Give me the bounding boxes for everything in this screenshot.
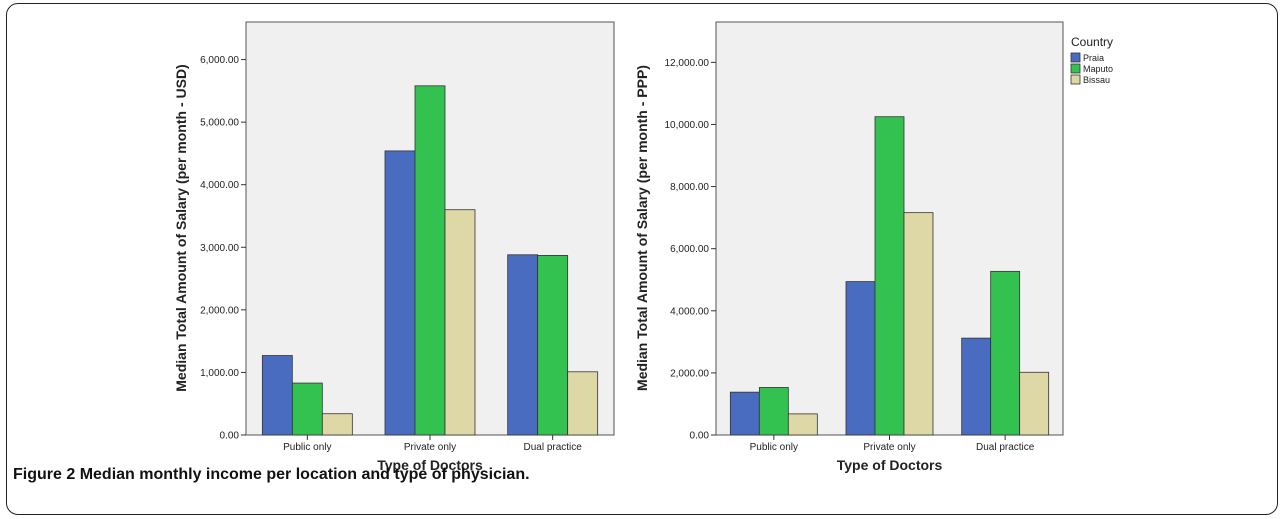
chart-1-y-tick-label: 1,000.00 xyxy=(200,368,239,379)
chart-2: 0.00 2,000.00 4,000.00 6,000.00 8,000.00 10,0… xyxy=(634,21,1113,473)
chart-2-y-tick-label: 12,000.00 xyxy=(665,58,710,69)
legend-title: Country xyxy=(1071,35,1113,49)
chart-2-y-tick-label: 4,000.00 xyxy=(670,306,709,317)
legend-item-label: Bissau xyxy=(1083,75,1110,85)
chart-2-bar xyxy=(961,337,992,436)
chart-1: 0.00 1,000.00 2,000.00 3,000.00 4,000.00 5,00… xyxy=(173,21,615,473)
chart-1-x-axis-label: Type of Doctors xyxy=(377,457,483,473)
chart-1-x-tick-label: Public only xyxy=(283,442,331,453)
legend-swatch xyxy=(1070,74,1081,85)
chart-1-y-axis-label: Median Total Amount of Salary (per month… xyxy=(173,64,189,391)
legend-swatch xyxy=(1070,63,1081,74)
chart-1-y-tick-label: 4,000.00 xyxy=(200,180,239,191)
chart-1-bar xyxy=(507,254,539,436)
chart-2-y-tick-label: 2,000.00 xyxy=(670,368,709,379)
chart-2-y-tick-label: 0.00 xyxy=(690,431,710,442)
chart-1-y-tick-label: 3,000.00 xyxy=(200,243,239,254)
chart-1-bar xyxy=(321,413,353,436)
chart-1-bar xyxy=(567,371,599,436)
chart-1-y-tick-label: 2,000.00 xyxy=(200,305,239,316)
chart-1-bar xyxy=(444,209,476,436)
chart-2-y-tick-label: 8,000.00 xyxy=(670,182,709,193)
chart-1-x-tick-label: Dual practice xyxy=(523,442,582,453)
figure-caption: Figure 2 Median monthly income per locat… xyxy=(13,466,530,484)
chart-2-bar xyxy=(1019,371,1050,436)
chart-1-y-tick-label: 6,000.00 xyxy=(200,55,239,66)
chart-1-bar xyxy=(291,382,323,436)
chart-2-y-tick-label: 10,000.00 xyxy=(665,120,710,131)
chart-2-bar xyxy=(729,391,760,436)
chart-2-y-axis-label: Median Total Amount of Salary (per month… xyxy=(634,65,650,391)
legend-item-label: Maputo xyxy=(1083,64,1113,74)
chart-1-y-tick-label: 5,000.00 xyxy=(200,118,239,129)
chart-1-bar xyxy=(384,150,416,436)
chart-2-bar xyxy=(874,116,905,436)
chart-2-x-tick-label: Public only xyxy=(750,442,798,453)
chart-2-x-axis-label: Type of Doctors xyxy=(837,457,943,473)
chart-2-bar xyxy=(787,413,818,436)
chart-2-x-tick-label: Private only xyxy=(863,442,915,453)
caption-text: Median monthly income per location and t… xyxy=(79,466,530,483)
chart-2-bar xyxy=(845,281,876,436)
chart-2-bar xyxy=(903,212,934,436)
chart-1-y-tick-label: 0.00 xyxy=(220,431,240,442)
chart-2-bar xyxy=(758,387,789,436)
chart-1-x-tick-label: Private only xyxy=(404,442,456,453)
chart-2-y-tick-label: 6,000.00 xyxy=(670,244,709,255)
chart-1-bar xyxy=(261,355,293,436)
legend-swatch xyxy=(1070,52,1081,63)
legend-item-label: Praia xyxy=(1083,53,1104,63)
chart-2-x-tick-label: Dual practice xyxy=(976,442,1035,453)
figure-frame xyxy=(6,3,1278,515)
chart-1-bar xyxy=(537,255,569,436)
chart-1-bar xyxy=(414,85,446,436)
caption-label: Figure 2 xyxy=(13,466,76,483)
chart-2-bar xyxy=(990,270,1021,436)
